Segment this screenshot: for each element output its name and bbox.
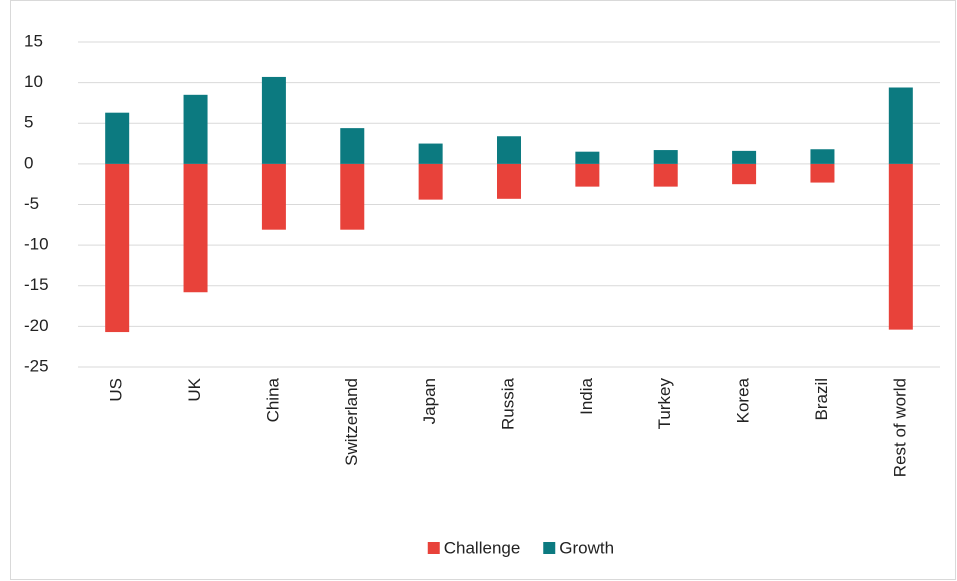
y-tick-label: -15 <box>24 275 49 294</box>
bar <box>888 163 913 330</box>
x-tick-label: Brazil <box>812 378 831 421</box>
bar <box>261 163 286 230</box>
bar <box>732 163 757 185</box>
y-tick-label: -25 <box>24 356 49 375</box>
bar <box>810 163 835 183</box>
bar <box>340 128 365 164</box>
bar <box>575 163 600 187</box>
x-tick-label: Russia <box>498 377 517 430</box>
bar <box>105 163 130 333</box>
y-tick-label: 10 <box>24 72 43 91</box>
chart-border <box>10 0 956 580</box>
bar <box>653 163 678 187</box>
y-tick-label: 5 <box>24 113 33 132</box>
x-tick-label: Japan <box>420 378 439 424</box>
y-tick-label: 0 <box>24 153 33 172</box>
bar <box>888 87 913 164</box>
bar <box>497 136 521 164</box>
bar <box>418 143 443 164</box>
y-tick-label: 15 <box>24 31 43 50</box>
bar <box>810 149 835 164</box>
bar <box>340 163 365 230</box>
legend-swatch <box>543 542 556 554</box>
bar <box>732 150 757 164</box>
x-tick-label: Turkey <box>655 378 674 430</box>
bar <box>183 94 208 164</box>
y-tick-label: -10 <box>24 235 49 254</box>
bar <box>497 163 521 199</box>
x-tick-label: China <box>263 377 282 422</box>
x-tick-label: India <box>577 377 596 414</box>
x-tick-label: Korea <box>734 377 753 423</box>
bar <box>261 76 286 164</box>
legend-swatch <box>427 542 440 554</box>
bar <box>105 112 130 164</box>
x-tick-label: UK <box>185 377 204 401</box>
legend-label: Challenge <box>444 538 521 557</box>
x-tick-label: US <box>107 378 126 402</box>
bar <box>183 163 208 293</box>
y-tick-label: -20 <box>24 316 49 335</box>
x-tick-label: Rest of world <box>890 378 909 477</box>
y-tick-label: -5 <box>24 194 39 213</box>
x-tick-label: Switzerland <box>342 378 361 466</box>
bar <box>653 150 678 164</box>
legend-label: Growth <box>559 538 614 557</box>
bar <box>418 163 443 200</box>
bar <box>575 151 600 164</box>
